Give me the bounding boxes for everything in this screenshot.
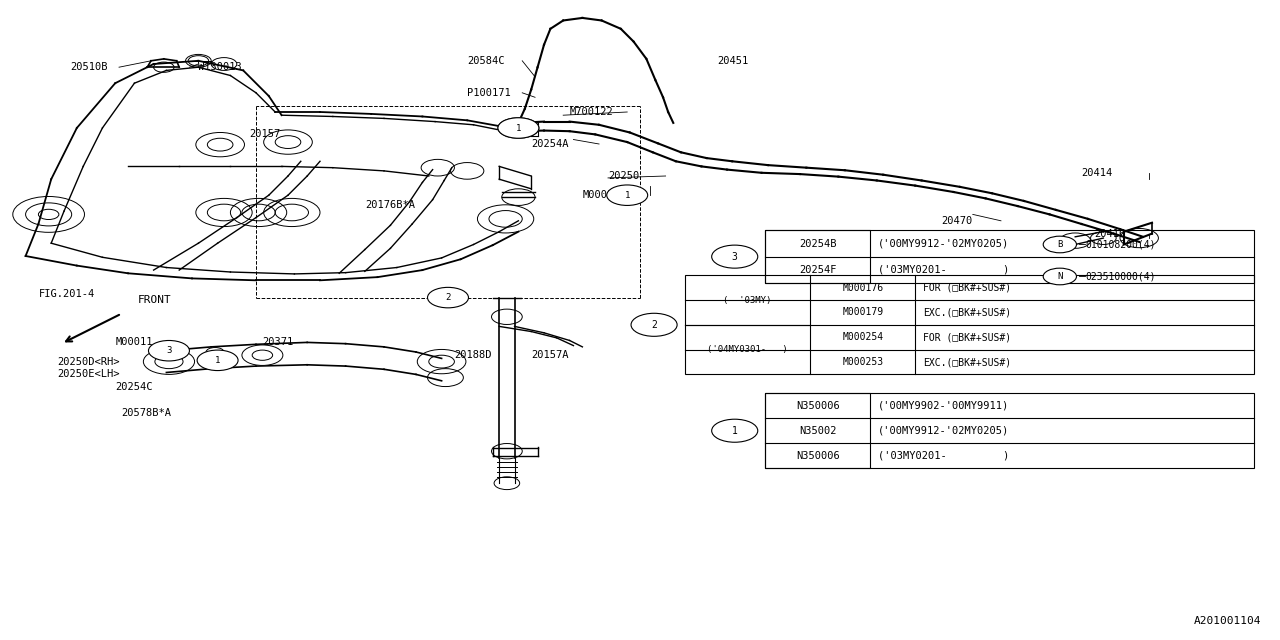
Text: M000253: M000253 xyxy=(842,357,883,367)
Circle shape xyxy=(1043,268,1076,285)
Text: P100171: P100171 xyxy=(467,88,511,98)
Circle shape xyxy=(197,350,238,371)
Text: ('00MY9912-'02MY0205): ('00MY9912-'02MY0205) xyxy=(878,426,1010,436)
Text: 20578B*A: 20578B*A xyxy=(122,408,172,418)
Text: 20250E<LH>: 20250E<LH> xyxy=(58,369,120,380)
Text: 1: 1 xyxy=(516,124,521,132)
Text: 20254C: 20254C xyxy=(115,382,152,392)
Text: FOR (□BK#+SUS#): FOR (□BK#+SUS#) xyxy=(923,283,1011,292)
Text: 20470: 20470 xyxy=(941,216,972,226)
Text: ('03MY0201-         ): ('03MY0201- ) xyxy=(878,265,1010,275)
Text: 20157A: 20157A xyxy=(531,350,568,360)
Circle shape xyxy=(631,314,677,337)
Text: B: B xyxy=(1057,240,1062,249)
Text: 20584C: 20584C xyxy=(467,56,504,66)
Text: 20371: 20371 xyxy=(262,337,293,348)
Bar xyxy=(765,393,1254,468)
Text: ('04MY0301-   ): ('04MY0301- ) xyxy=(708,345,787,354)
Text: 20254F: 20254F xyxy=(799,265,837,275)
Text: W130013: W130013 xyxy=(198,62,242,72)
Text: 2: 2 xyxy=(652,320,657,330)
Text: 023510000(4): 023510000(4) xyxy=(1085,271,1156,282)
Text: N350006: N350006 xyxy=(796,401,840,410)
Text: ('03MY0201-         ): ('03MY0201- ) xyxy=(878,451,1010,461)
Circle shape xyxy=(500,125,511,131)
Text: 20254B: 20254B xyxy=(799,239,837,248)
Text: M00011: M00011 xyxy=(582,190,620,200)
Text: 2: 2 xyxy=(445,293,451,302)
Text: 20250: 20250 xyxy=(608,171,639,181)
Text: 1: 1 xyxy=(625,191,630,200)
Text: ('00MY9912-'02MY0205): ('00MY9912-'02MY0205) xyxy=(878,239,1010,248)
Circle shape xyxy=(526,125,536,131)
Text: ('00MY9902-'00MY9911): ('00MY9902-'00MY9911) xyxy=(878,401,1010,410)
Text: 3: 3 xyxy=(166,346,172,355)
Bar xyxy=(685,275,1254,374)
Text: N35002: N35002 xyxy=(799,426,837,436)
Circle shape xyxy=(712,245,758,268)
Text: N350006: N350006 xyxy=(796,451,840,461)
Circle shape xyxy=(242,345,283,365)
Text: ( -'03MY): ( -'03MY) xyxy=(723,296,772,305)
Circle shape xyxy=(1043,236,1076,253)
Text: 20254A: 20254A xyxy=(531,139,568,149)
Text: 3: 3 xyxy=(732,252,737,262)
Circle shape xyxy=(498,118,539,138)
Text: EXC.(□BK#+SUS#): EXC.(□BK#+SUS#) xyxy=(923,357,1011,367)
Circle shape xyxy=(712,419,758,442)
Text: M000176: M000176 xyxy=(842,283,883,292)
Text: 20414: 20414 xyxy=(1082,168,1112,178)
Text: 20250D<RH>: 20250D<RH> xyxy=(58,356,120,367)
Text: 1: 1 xyxy=(215,356,220,365)
Text: EXC.(□BK#+SUS#): EXC.(□BK#+SUS#) xyxy=(923,307,1011,317)
Circle shape xyxy=(428,287,468,308)
Text: M000179: M000179 xyxy=(842,307,883,317)
Bar xyxy=(765,230,870,283)
Circle shape xyxy=(607,185,648,205)
Text: M700122: M700122 xyxy=(570,107,613,117)
Text: 20157: 20157 xyxy=(250,129,280,140)
Text: A201001104: A201001104 xyxy=(1193,616,1261,626)
Text: 20416: 20416 xyxy=(1094,228,1125,239)
Text: 010108200(4): 010108200(4) xyxy=(1085,239,1156,250)
Text: M00011: M00011 xyxy=(115,337,152,348)
Text: N: N xyxy=(1057,272,1062,281)
Text: 20188D: 20188D xyxy=(454,350,492,360)
Bar xyxy=(765,393,870,468)
Text: FRONT: FRONT xyxy=(138,295,172,305)
Text: M000254: M000254 xyxy=(842,332,883,342)
Text: FIG.201-4: FIG.201-4 xyxy=(38,289,95,300)
Text: FOR (□BK#+SUS#): FOR (□BK#+SUS#) xyxy=(923,332,1011,342)
Bar xyxy=(765,230,1254,283)
Text: 1: 1 xyxy=(732,426,737,436)
Text: 20451: 20451 xyxy=(717,56,748,66)
Text: 20510B: 20510B xyxy=(70,62,108,72)
Text: 20176B*A: 20176B*A xyxy=(365,200,415,210)
Circle shape xyxy=(148,340,189,361)
